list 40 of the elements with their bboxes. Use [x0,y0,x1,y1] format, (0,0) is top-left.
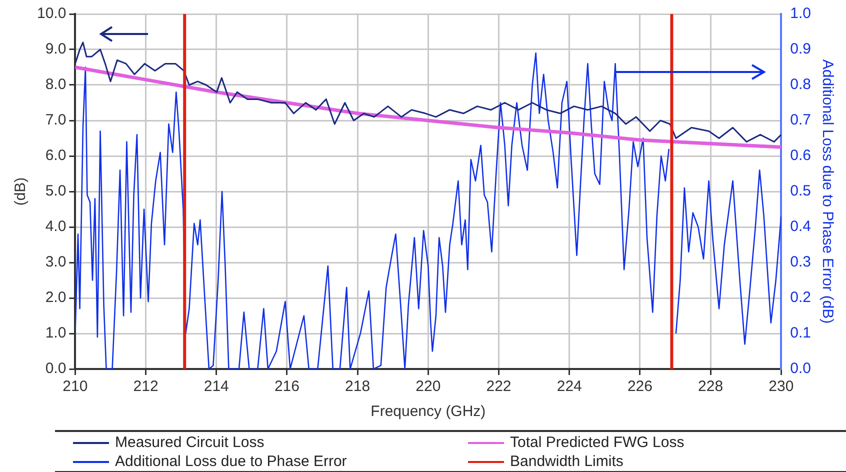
y-tick-label: 8.0 [45,76,66,94]
x-tick-label: 226 [627,378,652,396]
y2-tick-label: 0.7 [790,112,812,129]
x-tick-label: 230 [768,378,794,396]
x-axis-title: Frequency (GHz) [370,403,486,420]
y2-tick-label: 0.6 [790,147,812,164]
y-tick-label: 7.0 [45,112,66,129]
y2-tick-label: 0.8 [790,76,812,94]
y2-tick-label: 0.0 [790,360,812,378]
legend-label: Additional Loss due to Phase Error [115,453,347,470]
y2-tick-label: 0.5 [790,182,812,200]
x-tick-label: 210 [62,378,88,396]
x-tick-label: 212 [133,378,158,396]
x-tick-label: 222 [486,378,512,396]
y-tick-label: 0.0 [45,360,66,378]
legend-label: Bandwidth Limits [510,453,624,470]
y-tick-label: 5.0 [45,182,66,200]
y2-tick-label: 0.4 [790,218,812,236]
y2-tick-label: 1.0 [790,5,812,22]
y2-tick-label: 0.9 [790,40,812,58]
y-tick-label: 10.0 [36,5,66,22]
y2-tick-label: 0.1 [790,324,812,342]
y-axis-title: (dB) [12,177,30,206]
x-tick-label: 220 [416,378,441,396]
x-tick-label: 224 [556,378,582,396]
y-tick-label: 2.0 [45,289,66,306]
y2-tick-label: 0.3 [790,254,812,271]
x-tick-label: 214 [204,378,229,396]
y-tick-label: 4.0 [45,218,66,236]
y-tick-label: 1.0 [45,324,66,342]
x-tick-label: 218 [345,378,370,396]
x-tick-label: 228 [698,378,724,396]
legend-label: Measured Circuit Loss [115,434,264,451]
y-tick-label: 3.0 [45,254,66,271]
y2-tick-label: 0.2 [790,289,812,306]
legend-label: Total Predicted FWG Loss [510,434,684,451]
y2-axis-title: Additional Loss due to Phase Error (dB) [818,59,836,324]
y-tick-label: 9.0 [45,40,66,58]
y-tick-label: 6.0 [45,147,66,164]
x-tick-label: 216 [274,378,300,396]
